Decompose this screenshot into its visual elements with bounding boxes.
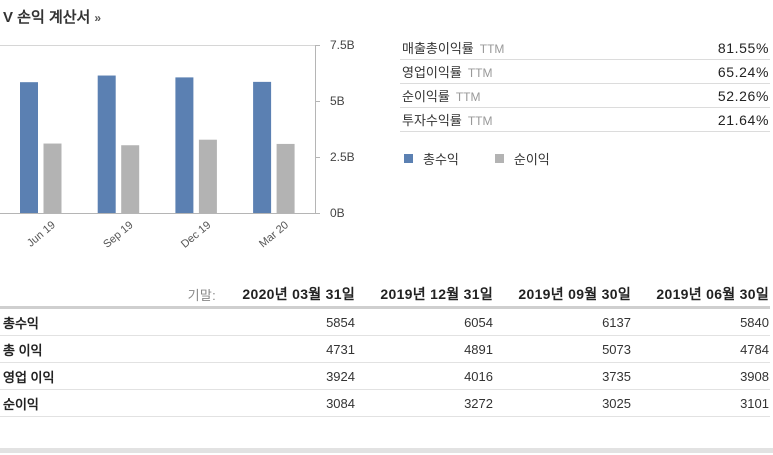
table-row: 총 이익 4731 4891 5073 4784 bbox=[0, 335, 770, 363]
ratio-suffix: TTM bbox=[467, 66, 493, 80]
ratio-suffix: TTM bbox=[467, 114, 493, 128]
y-tick-label: 0B bbox=[330, 206, 345, 220]
legend-label: 총수익 bbox=[423, 152, 459, 167]
period-header: 2019년 06월 30일 bbox=[632, 282, 770, 309]
table-cell: 4891 bbox=[356, 335, 494, 363]
bar-total-revenue-mar-20 bbox=[253, 81, 272, 214]
period-label: 기말: bbox=[0, 282, 220, 309]
table-cell: 3025 bbox=[494, 389, 632, 417]
ratio-label: 순이익률 TTM bbox=[400, 86, 481, 105]
ratio-name: 매출총이익률 bbox=[402, 41, 474, 56]
table-cell: 3908 bbox=[632, 362, 770, 390]
ratio-row-gross-margin: 매출총이익률 TTM 81.55% bbox=[400, 36, 770, 60]
table-header-row: 기말: 2020년 03월 31일 2019년 12월 31일 2019년 09… bbox=[0, 282, 770, 309]
bar-total-revenue-jun-19 bbox=[20, 82, 38, 214]
table-cell: 5073 bbox=[494, 335, 632, 363]
ratio-name: 영업이익률 bbox=[402, 65, 462, 80]
row-label: 총 이익 bbox=[0, 335, 220, 363]
more-arrow-icon[interactable]: » bbox=[94, 11, 102, 25]
table-row: 영업 이익 3924 4016 3735 3908 bbox=[0, 362, 770, 390]
legend-label: 순이익 bbox=[513, 152, 550, 167]
bar-net-income-jun-19 bbox=[43, 143, 62, 213]
table-cell: 3735 bbox=[494, 362, 632, 390]
x-tick-label: Jun 19 bbox=[25, 219, 58, 249]
table-cell: 6054 bbox=[356, 307, 494, 336]
legend-swatch-gray bbox=[494, 154, 504, 163]
table-cell: 6137 bbox=[494, 307, 632, 336]
row-label: 영업 이익 bbox=[0, 362, 220, 390]
table-cell: 4016 bbox=[356, 362, 494, 390]
legend-item-total-revenue: 총수익 bbox=[404, 149, 459, 168]
ratio-row-net-margin: 순이익률 TTM 52.26% bbox=[400, 84, 770, 108]
period-header: 2019년 12월 31일 bbox=[356, 282, 494, 309]
bar-total-revenue-sep-19 bbox=[97, 75, 116, 214]
table-cell: 3101 bbox=[632, 389, 770, 417]
income-bar-chart: 0B 2.5B 5B 7.5B Jun 19 Sep 19 Dec 19 Mar 20 bbox=[0, 38, 355, 251]
ratio-value: 81.55% bbox=[717, 39, 769, 56]
chart-legend: 총수익 순이익 bbox=[404, 149, 586, 168]
ratio-row-return-on-investment: 투자수익률 TTM 21.64% bbox=[400, 108, 770, 132]
row-label: 순이익 bbox=[0, 389, 220, 417]
ratio-name: 순이익률 bbox=[402, 89, 450, 104]
y-tick-label: 7.5B bbox=[330, 38, 355, 52]
bottom-divider bbox=[0, 448, 773, 453]
section-title-link[interactable]: V 손익 계산서» bbox=[3, 6, 101, 27]
ratio-label: 영업이익률 TTM bbox=[400, 62, 492, 81]
row-label: 총수익 bbox=[0, 307, 220, 336]
period-header: 2019년 09월 30일 bbox=[494, 282, 632, 309]
ratio-value: 52.26% bbox=[717, 87, 769, 104]
table-cell: 3272 bbox=[356, 389, 494, 417]
section-title[interactable]: V 손익 계산서 bbox=[3, 9, 91, 26]
y-tick-label: 2.5B bbox=[330, 150, 355, 164]
table-row: 총수익 5854 6054 6137 5840 bbox=[0, 307, 770, 336]
legend-item-net-income: 순이익 bbox=[494, 149, 550, 168]
ratio-name: 투자수익률 bbox=[402, 113, 462, 128]
table-row: 순이익 3084 3272 3025 3101 bbox=[0, 389, 770, 417]
ratio-label: 투자수익률 TTM bbox=[400, 110, 492, 129]
bar-net-income-sep-19 bbox=[121, 145, 140, 213]
table-cell: 4784 bbox=[632, 335, 770, 363]
table-cell: 4731 bbox=[220, 335, 356, 363]
ratio-label: 매출총이익률 TTM bbox=[400, 38, 504, 57]
x-tick-label: Mar 20 bbox=[257, 219, 291, 250]
table-cell: 5854 bbox=[220, 307, 356, 336]
table-cell: 3924 bbox=[220, 362, 356, 390]
y-tick-label: 5B bbox=[330, 94, 345, 108]
legend-swatch-blue bbox=[404, 154, 413, 163]
x-tick-label: Dec 19 bbox=[179, 219, 213, 251]
table-cell: 3084 bbox=[220, 389, 356, 417]
period-header: 2020년 03월 31일 bbox=[220, 282, 356, 309]
table-cell: 5840 bbox=[632, 307, 770, 336]
x-tick-label: Sep 19 bbox=[101, 219, 135, 251]
ratio-list: 매출총이익률 TTM 81.55% 영업이익률 TTM 65.24% 순이익률 TTM… bbox=[400, 36, 770, 132]
ratio-value: 21.64% bbox=[717, 111, 769, 128]
bar-total-revenue-dec-19 bbox=[175, 77, 194, 213]
income-statement-table: 기말: 2020년 03월 31일 2019년 12월 31일 2019년 09… bbox=[0, 282, 770, 417]
bar-net-income-mar-20 bbox=[276, 143, 295, 213]
bar-net-income-dec-19 bbox=[198, 139, 217, 213]
ratio-suffix: TTM bbox=[479, 42, 505, 56]
ratio-row-operating-margin: 영업이익률 TTM 65.24% bbox=[400, 60, 770, 84]
ratio-value: 65.24% bbox=[717, 63, 769, 80]
ratio-suffix: TTM bbox=[455, 90, 481, 104]
